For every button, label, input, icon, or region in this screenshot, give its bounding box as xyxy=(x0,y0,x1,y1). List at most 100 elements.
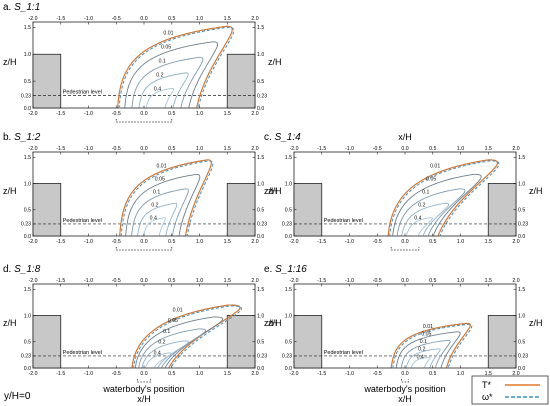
y-tick-label: 0.0 xyxy=(24,366,31,372)
x-axis-label-top: x/H xyxy=(398,132,412,142)
y-tick-label-right: 0.0 xyxy=(518,366,525,372)
x-tick-label: 2.0 xyxy=(251,239,258,245)
x-tick-label-top: 1.5 xyxy=(224,16,231,22)
x-tick-label-top: 2.0 xyxy=(251,278,258,284)
contour-0.4 xyxy=(143,217,166,236)
footer-left-label: y/H=0 xyxy=(4,391,31,402)
y-tick-label: 0.0 xyxy=(24,234,31,240)
panel-letter: d. xyxy=(3,264,14,275)
x-tick-label-top: 1.0 xyxy=(457,146,464,152)
y-axis-label-right: z/H xyxy=(529,186,543,196)
panel-scenario: S_1:16 xyxy=(275,264,307,275)
contour-label-0.01: 0.01 xyxy=(430,163,440,169)
x-tick-label: -1.5 xyxy=(56,239,65,245)
y-tick-label-right: 0.23 xyxy=(257,354,267,360)
legend-box xyxy=(471,375,549,405)
x-tick-label-top: -1.0 xyxy=(84,146,93,152)
contour-0.2 xyxy=(405,348,441,368)
y-axis-label-right: z/H xyxy=(268,318,282,328)
panel-e: Pedestrian level 0.010.05 0.1 0.20.4 waterbo… xyxy=(264,264,543,404)
y-tick-label-right: 0.0 xyxy=(257,366,264,372)
y-tick-label-right: 0.23 xyxy=(257,222,267,228)
pedestrian-level-label: Pedestrian level xyxy=(63,90,102,96)
y-tick-label-right: 0.5 xyxy=(518,208,525,214)
x-tick-label-top: 0.0 xyxy=(140,278,147,284)
contour-label-0.05: 0.05 xyxy=(421,331,431,337)
x-tick-label: 0.0 xyxy=(140,239,147,245)
x-tick-label: 1.0 xyxy=(457,371,464,377)
y-tick-label-right: 0.23 xyxy=(518,222,528,228)
x-tick-label-top: -2.0 xyxy=(29,278,38,284)
contour-label-0.4: 0.4 xyxy=(154,86,161,92)
y-tick-label: 1.5 xyxy=(285,155,292,161)
y-tick-label: 0.5 xyxy=(285,340,292,346)
y-tick-label-right: 0.5 xyxy=(257,208,264,214)
x-tick-label-top: 1.5 xyxy=(485,278,492,284)
y-tick-label: 1.5 xyxy=(24,287,31,293)
x-tick-label: 1.5 xyxy=(224,239,231,245)
y-tick-label-right: 0.23 xyxy=(257,93,267,99)
x-tick-label: 2.0 xyxy=(512,371,519,377)
contour-label-0.01: 0.01 xyxy=(423,324,433,330)
x-tick-label: -1.0 xyxy=(84,371,93,377)
pedestrian-level-label: Pedestrian level xyxy=(324,218,363,224)
x-tick-label: -1.5 xyxy=(317,239,326,245)
x-tick-label: 1.0 xyxy=(196,239,203,245)
x-tick-label-top: 1.0 xyxy=(196,146,203,152)
x-tick-label-top: 1.5 xyxy=(224,146,231,152)
x-tick-label-top: 0.5 xyxy=(168,278,175,284)
plot-frame xyxy=(32,21,256,109)
contour-0.1 xyxy=(400,339,451,368)
contour-0.1 xyxy=(396,188,466,236)
building-right xyxy=(226,315,256,369)
y-tick-label-right: 0.5 xyxy=(257,79,264,85)
x-tick-label: 1.5 xyxy=(224,111,231,117)
panels: Pedestrian level0.010.050.10.20.4-2.0-2.… xyxy=(3,2,543,404)
y-tick-label: 0.23 xyxy=(282,354,292,360)
y-tick-label-right: 0.0 xyxy=(257,234,264,240)
x-tick-label-top: -1.0 xyxy=(84,16,93,22)
x-tick-label: -0.5 xyxy=(373,371,382,377)
contour-0.05 xyxy=(125,173,201,236)
x-tick-label-top: 0.0 xyxy=(140,146,147,152)
building-left xyxy=(32,183,62,237)
y-tick-label-right: 1.0 xyxy=(257,313,264,319)
y-tick-label: 1.5 xyxy=(285,287,292,293)
y-tick-label: 0.23 xyxy=(21,354,31,360)
panel-d: Pedestrian level 0.01 0.05 0.1 0.2 0.4 waterbo… xyxy=(3,264,282,404)
contour-label-0.05: 0.05 xyxy=(426,177,436,183)
x-tick-label-top: -1.0 xyxy=(345,146,354,152)
x-tick-label-top: -1.5 xyxy=(56,146,65,152)
x-tick-label-top: -0.5 xyxy=(373,146,382,152)
contour-label-0.1: 0.1 xyxy=(163,329,170,335)
y-tick-label-right: 1.0 xyxy=(518,181,525,187)
x-tick-label-top: 1.0 xyxy=(457,278,464,284)
building-left xyxy=(293,315,323,369)
series-omega-star xyxy=(118,26,235,109)
x-tick-label-top: 2.0 xyxy=(512,146,519,152)
x-tick-label-top: 0.0 xyxy=(401,278,408,284)
waterbody-bracket xyxy=(390,247,420,251)
contour-label-0.1: 0.1 xyxy=(153,190,160,196)
y-tick-label: 0.0 xyxy=(285,366,292,372)
building-left xyxy=(32,53,62,109)
contour-0.2 xyxy=(137,202,178,236)
pedestrian-level-label: Pedestrian level xyxy=(324,350,363,356)
waterbody-bracket xyxy=(115,119,173,123)
waterbody-bracket xyxy=(136,379,152,383)
series-t-star xyxy=(117,25,233,108)
contour-0.1 xyxy=(131,56,204,108)
x-tick-label: -1.0 xyxy=(345,371,354,377)
contour-0.4 xyxy=(144,352,172,368)
y-tick-label: 1.5 xyxy=(24,155,31,161)
x-tick-label-top: -2.0 xyxy=(29,146,38,152)
building-right xyxy=(487,315,517,369)
x-tick-label-top: -2.0 xyxy=(290,146,299,152)
panel-scenario: S_1:4 xyxy=(275,132,302,143)
panel-title: d. S_1:8 xyxy=(3,264,41,275)
y-axis-label: z/H xyxy=(3,318,17,328)
x-tick-label-top: -1.5 xyxy=(56,16,65,22)
contour-label-0.2: 0.2 xyxy=(156,72,163,78)
contour-label-0.2: 0.2 xyxy=(158,340,165,346)
